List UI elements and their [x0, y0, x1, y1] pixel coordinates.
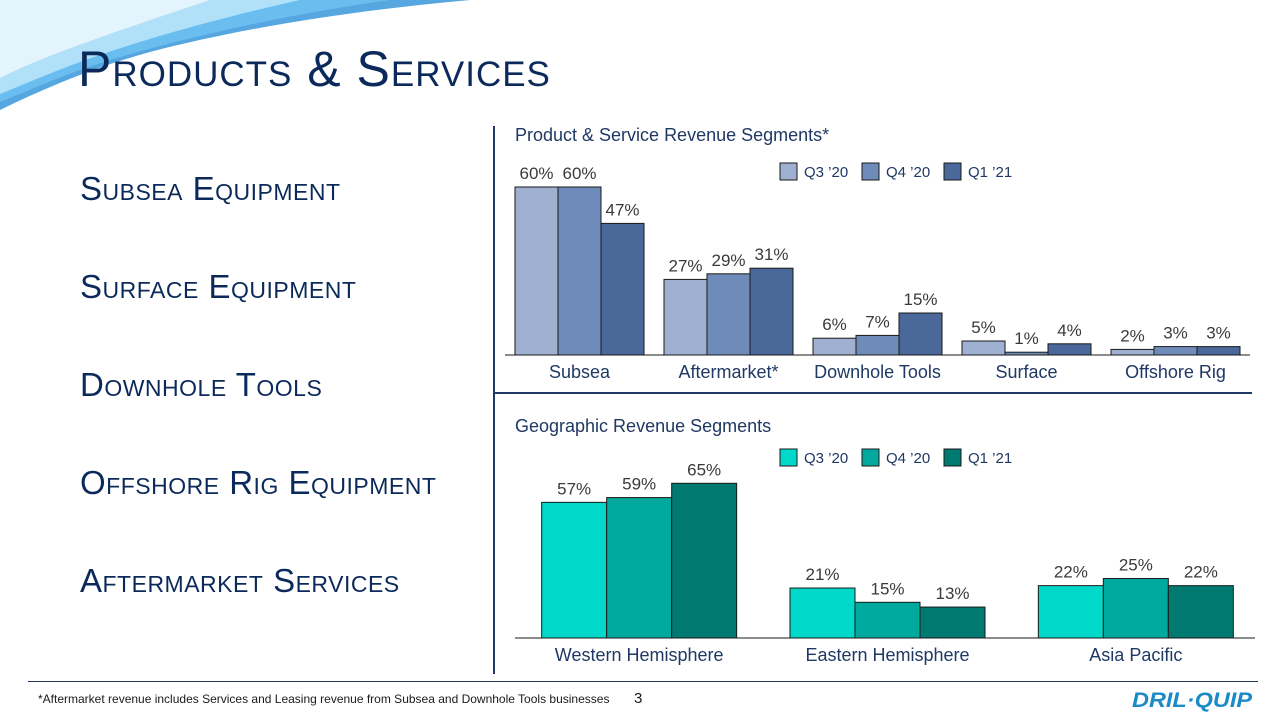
- data-label-aftermarket-q3-20: 27%: [668, 256, 702, 275]
- data-label-western-hemisphere-q3-20: 57%: [557, 479, 591, 498]
- data-label-subsea-q3-20: 60%: [519, 164, 553, 183]
- legend-swatch-q4-20: [861, 162, 880, 181]
- bar-downhole-tools-q3-20: [812, 337, 857, 356]
- bar-offshore-rig-q1-21: [1196, 346, 1241, 356]
- data-label-western-hemisphere-q4-20: 59%: [622, 475, 656, 494]
- svg-text:DRIL·QUIP: DRIL·QUIP: [1132, 689, 1253, 712]
- data-label-offshore-rig-q1-21: 3%: [1206, 324, 1231, 343]
- bar-surface-q3-20: [961, 340, 1006, 356]
- page-number: 3: [634, 690, 643, 707]
- data-label-eastern-hemisphere-q4-20: 15%: [870, 579, 904, 598]
- product-item-subsea-equipment: Subsea Equipment: [80, 170, 341, 207]
- legend-swatch-q4-20: [861, 448, 880, 467]
- legend-label-q4-20: Q4 ’20: [886, 450, 930, 467]
- geographic-revenue-chart: Geographic Revenue Segments Q3 ’20 Q4 ’20 Q…: [515, 416, 1255, 665]
- bar-subsea-q1-21: [600, 222, 645, 356]
- legend-label-q1-21: Q1 ’21: [968, 450, 1012, 467]
- bar-eastern-hemisphere-q3-20: [789, 587, 856, 639]
- bar-surface-q1-21: [1047, 343, 1092, 356]
- dril-quip-logo: DRIL·QUIP: [1132, 689, 1253, 712]
- product-item-downhole-tools: Downhole Tools: [80, 366, 323, 403]
- bar-asia-pacific-q1-21: [1167, 585, 1234, 639]
- category-label-downhole-tools: Downhole Tools: [814, 362, 941, 382]
- bar-aftermarket-q3-20: [663, 278, 708, 356]
- horizontal-divider: [495, 392, 1252, 394]
- data-label-asia-pacific-q4-20: 25%: [1119, 556, 1153, 575]
- bar-aftermarket-q1-21: [749, 267, 794, 356]
- bar-asia-pacific-q4-20: [1102, 578, 1169, 639]
- chart-title: Product & Service Revenue Segments*: [515, 125, 829, 145]
- data-label-downhole-tools-q1-21: 15%: [903, 290, 937, 309]
- chart-title: Geographic Revenue Segments: [515, 416, 771, 436]
- data-label-surface-q1-21: 4%: [1057, 321, 1082, 340]
- data-label-subsea-q4-20: 60%: [562, 164, 596, 183]
- bar-subsea-q4-20: [557, 186, 602, 356]
- category-label-subsea: Subsea: [549, 362, 611, 382]
- product-item-surface-equipment: Surface Equipment: [80, 268, 357, 305]
- product-list: Subsea Equipment Surface Equipment Downh…: [80, 170, 480, 660]
- category-label-asia-pacific: Asia Pacific: [1089, 645, 1182, 665]
- bar-offshore-rig-q4-20: [1153, 346, 1198, 356]
- category-label-aftermarket: Aftermarket*: [678, 362, 778, 382]
- decorative-wave: [0, 0, 470, 110]
- data-label-asia-pacific-q1-21: 22%: [1184, 563, 1218, 582]
- legend-swatch-q1-21: [943, 448, 962, 467]
- bar-aftermarket-q4-20: [706, 273, 751, 356]
- bar-downhole-tools-q1-21: [898, 312, 943, 356]
- category-label-offshore-rig: Offshore Rig: [1125, 362, 1226, 382]
- category-label-western-hemisphere: Western Hemisphere: [555, 645, 724, 665]
- legend-swatch-q3-20: [779, 162, 798, 181]
- legend-label-q3-20: Q3 ’20: [804, 164, 848, 181]
- legend-swatch-q3-20: [779, 448, 798, 467]
- data-label-aftermarket-q1-21: 31%: [754, 245, 788, 264]
- footer-divider: [28, 681, 1258, 682]
- data-label-downhole-tools-q4-20: 7%: [865, 312, 890, 331]
- data-label-surface-q4-20: 1%: [1014, 329, 1039, 348]
- data-label-eastern-hemisphere-q3-20: 21%: [805, 565, 839, 584]
- bar-western-hemisphere-q4-20: [606, 497, 673, 639]
- legend-label-q4-20: Q4 ’20: [886, 164, 930, 181]
- data-label-downhole-tools-q3-20: 6%: [822, 315, 847, 334]
- data-label-eastern-hemisphere-q1-21: 13%: [935, 584, 969, 603]
- bar-offshore-rig-q3-20: [1110, 348, 1155, 356]
- legend-label-q3-20: Q3 ’20: [804, 450, 848, 467]
- product-item-aftermarket-services: Aftermarket Services: [80, 562, 400, 599]
- data-label-surface-q3-20: 5%: [971, 318, 996, 337]
- category-label-eastern-hemisphere: Eastern Hemisphere: [805, 645, 969, 665]
- bar-western-hemisphere-q1-21: [671, 482, 738, 639]
- data-label-aftermarket-q4-20: 29%: [711, 251, 745, 270]
- page-title: Products & Services: [78, 41, 551, 97]
- bar-eastern-hemisphere-q1-21: [919, 606, 986, 639]
- bar-asia-pacific-q3-20: [1037, 585, 1104, 639]
- bar-western-hemisphere-q3-20: [541, 501, 608, 639]
- data-label-western-hemisphere-q1-21: 65%: [687, 460, 721, 479]
- product-item-offshore-rig-equipment: Offshore Rig Equipment: [80, 464, 437, 501]
- category-label-surface: Surface: [995, 362, 1057, 382]
- product-service-revenue-chart: Product & Service Revenue Segments* Q3 ’2…: [505, 125, 1250, 382]
- legend-label-q1-21: Q1 ’21: [968, 164, 1012, 181]
- data-label-asia-pacific-q3-20: 22%: [1054, 563, 1088, 582]
- bar-downhole-tools-q4-20: [855, 334, 900, 356]
- bar-eastern-hemisphere-q4-20: [854, 601, 921, 639]
- legend-swatch-q1-21: [943, 162, 962, 181]
- footnote: *Aftermarket revenue includes Services a…: [38, 692, 610, 706]
- data-label-offshore-rig-q4-20: 3%: [1163, 324, 1188, 343]
- data-label-subsea-q1-21: 47%: [605, 200, 639, 219]
- data-label-offshore-rig-q3-20: 2%: [1120, 326, 1145, 345]
- bar-subsea-q3-20: [514, 186, 559, 356]
- vertical-divider: [493, 126, 495, 674]
